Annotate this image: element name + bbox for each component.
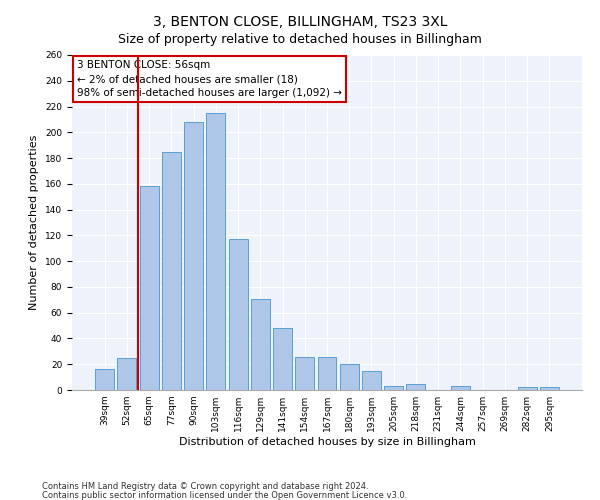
Bar	[118, 358, 136, 390]
Bar	[384, 386, 403, 390]
Bar	[451, 386, 470, 390]
Bar	[518, 388, 536, 390]
Text: 3, BENTON CLOSE, BILLINGHAM, TS23 3XL: 3, BENTON CLOSE, BILLINGHAM, TS23 3XL	[153, 15, 447, 29]
Bar	[317, 356, 337, 390]
Bar	[229, 240, 248, 390]
Bar	[184, 122, 203, 390]
Bar	[540, 388, 559, 390]
Bar	[206, 113, 225, 390]
Text: Contains HM Land Registry data © Crown copyright and database right 2024.: Contains HM Land Registry data © Crown c…	[42, 482, 368, 491]
Bar	[295, 356, 314, 390]
Text: Size of property relative to detached houses in Billingham: Size of property relative to detached ho…	[118, 32, 482, 46]
Bar	[162, 152, 181, 390]
Bar	[406, 384, 425, 390]
Bar	[140, 186, 158, 390]
Bar	[95, 370, 114, 390]
Text: 3 BENTON CLOSE: 56sqm
← 2% of detached houses are smaller (18)
98% of semi-detac: 3 BENTON CLOSE: 56sqm ← 2% of detached h…	[77, 60, 342, 98]
Bar	[362, 370, 381, 390]
Text: Contains public sector information licensed under the Open Government Licence v3: Contains public sector information licen…	[42, 490, 407, 500]
Bar	[340, 364, 359, 390]
X-axis label: Distribution of detached houses by size in Billingham: Distribution of detached houses by size …	[179, 437, 475, 447]
Bar	[273, 328, 292, 390]
Bar	[251, 298, 270, 390]
Y-axis label: Number of detached properties: Number of detached properties	[29, 135, 40, 310]
